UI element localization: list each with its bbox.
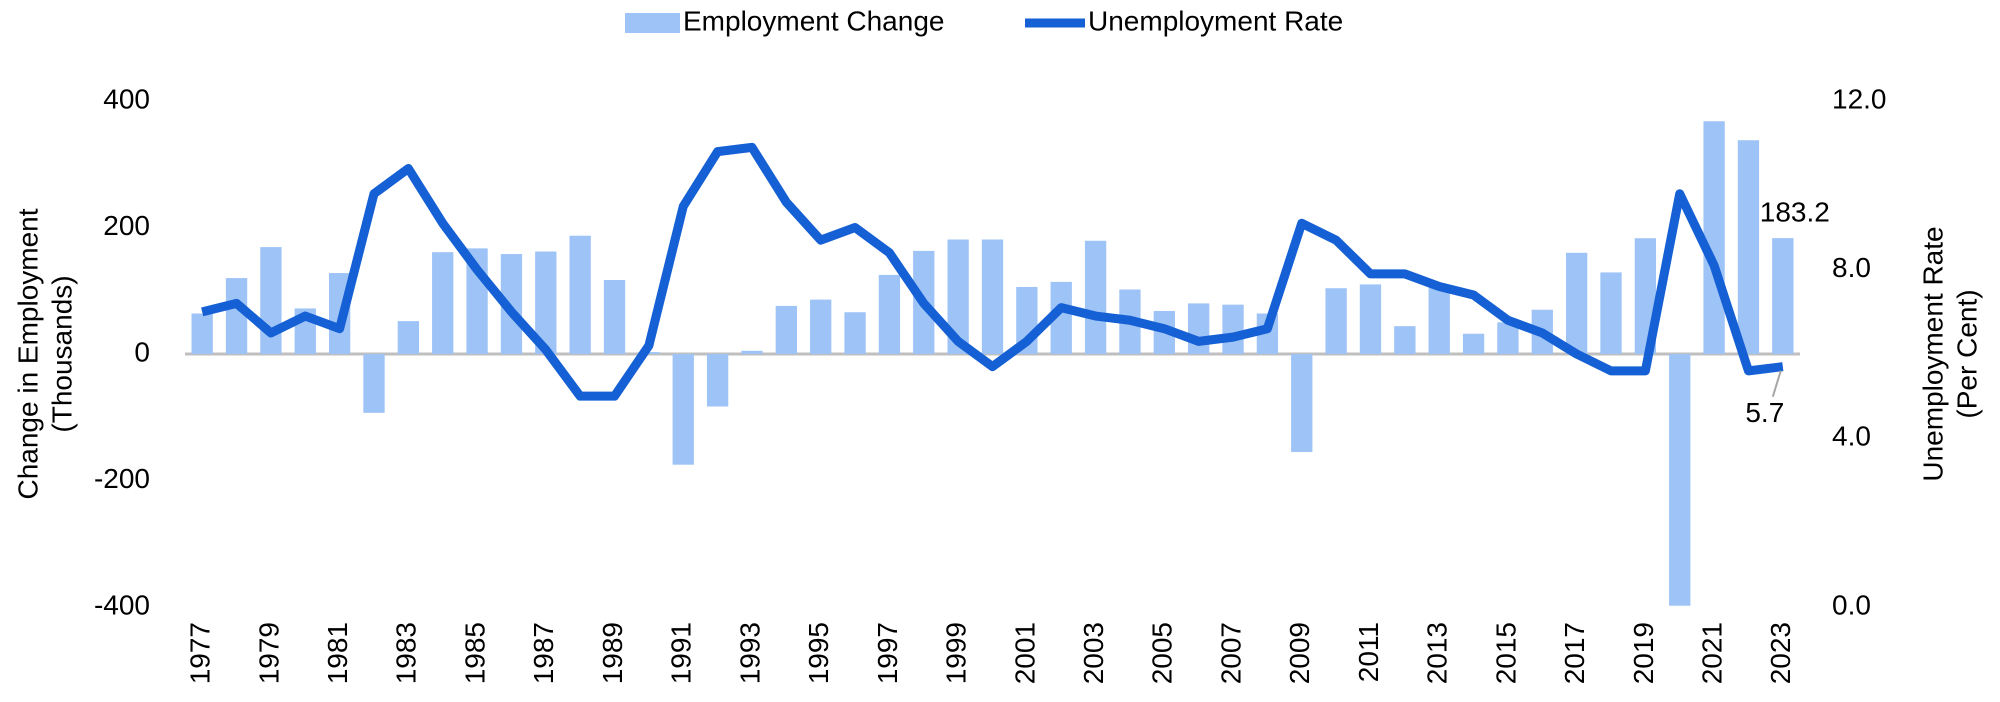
bar [1565, 252, 1588, 354]
x-tick-label: 1989 [597, 622, 628, 684]
x-tick-label: 1999 [941, 622, 972, 684]
y2-tick-label: 4.0 [1832, 421, 1871, 452]
bar [1325, 288, 1347, 354]
leader-line [1771, 370, 1782, 397]
bar [775, 305, 797, 354]
x-tick-label: 1997 [872, 622, 903, 684]
bar [1359, 284, 1382, 354]
bar [363, 354, 385, 413]
line [201, 142, 1784, 401]
bar [1084, 240, 1107, 354]
x-tick-label: 1985 [459, 622, 490, 684]
x-tick-label: 1993 [734, 622, 765, 684]
x-tick-label: 2021 [1696, 622, 1727, 684]
data-label: 5.7 [1745, 397, 1784, 428]
bar [1737, 140, 1760, 354]
y-tick-label: -200 [94, 463, 150, 494]
bar [535, 251, 557, 354]
bar [741, 350, 763, 354]
bar [397, 321, 420, 354]
bar [1394, 326, 1416, 354]
data-label: 183.2 [1760, 197, 1830, 228]
x-tick-label: 2017 [1559, 622, 1590, 684]
y-axis-title: (Thousands) [46, 275, 77, 432]
legend-label: Unemployment Rate [1088, 5, 1343, 36]
x-tick-label: 2019 [1628, 622, 1659, 684]
bar [706, 354, 729, 407]
x-tick-label: 2007 [1215, 622, 1246, 684]
bar [947, 239, 969, 354]
bar [191, 313, 213, 354]
bar [810, 299, 832, 354]
legend-label: Employment Change [683, 5, 944, 36]
bar [569, 235, 591, 354]
x-tick-label: 1981 [322, 622, 353, 684]
bar [1428, 285, 1450, 354]
x-tick-label: 2015 [1490, 622, 1521, 684]
y-tick-label: 200 [103, 210, 150, 241]
bar [1600, 272, 1622, 354]
y2-tick-label: 8.0 [1832, 252, 1871, 283]
bar [1497, 322, 1519, 354]
bar [500, 254, 523, 354]
y2-tick-label: 0.0 [1832, 589, 1871, 620]
x-tick-label: 1979 [253, 622, 284, 684]
bar [1050, 281, 1072, 354]
x-tick-label: 1983 [391, 622, 422, 684]
bar [260, 247, 282, 354]
bar [225, 278, 248, 354]
y2-axis-title: Unemployment Rate [1917, 226, 1948, 481]
x-tick-label: 1991 [666, 622, 697, 684]
bar [1222, 304, 1244, 354]
y-axis-title: Change in Employment [12, 208, 43, 499]
bar [1462, 333, 1485, 354]
x-tick-label: 2005 [1147, 622, 1178, 684]
x-tick-label: 1987 [528, 622, 559, 684]
bar [1188, 303, 1210, 354]
x-tick-label: 2013 [1422, 622, 1453, 684]
bar [1703, 121, 1725, 355]
bar [1669, 354, 1691, 606]
x-tick-label: 2023 [1765, 622, 1796, 684]
y2-axis-title: (Per Cent) [1951, 289, 1982, 418]
bar [672, 354, 694, 465]
x-tick-label: 1977 [185, 622, 216, 684]
bar [844, 312, 866, 354]
x-tick-label: 2009 [1284, 622, 1315, 684]
y-tick-label: 0 [134, 336, 150, 367]
legend-swatch [625, 13, 680, 33]
bar [1291, 354, 1313, 453]
x-tick-label: 2003 [1078, 622, 1109, 684]
y-tick-label: 400 [103, 83, 150, 114]
x-tick-label: 2001 [1009, 622, 1040, 684]
bar [981, 239, 1004, 354]
y2-tick-label: 12.0 [1832, 83, 1887, 114]
bar [1772, 238, 1794, 354]
bar [603, 279, 626, 354]
x-tick-label: 2011 [1353, 622, 1384, 682]
bar [432, 252, 454, 354]
bar [878, 274, 901, 354]
x-tick-label: 1995 [803, 622, 834, 684]
y-tick-label: -400 [94, 589, 150, 620]
